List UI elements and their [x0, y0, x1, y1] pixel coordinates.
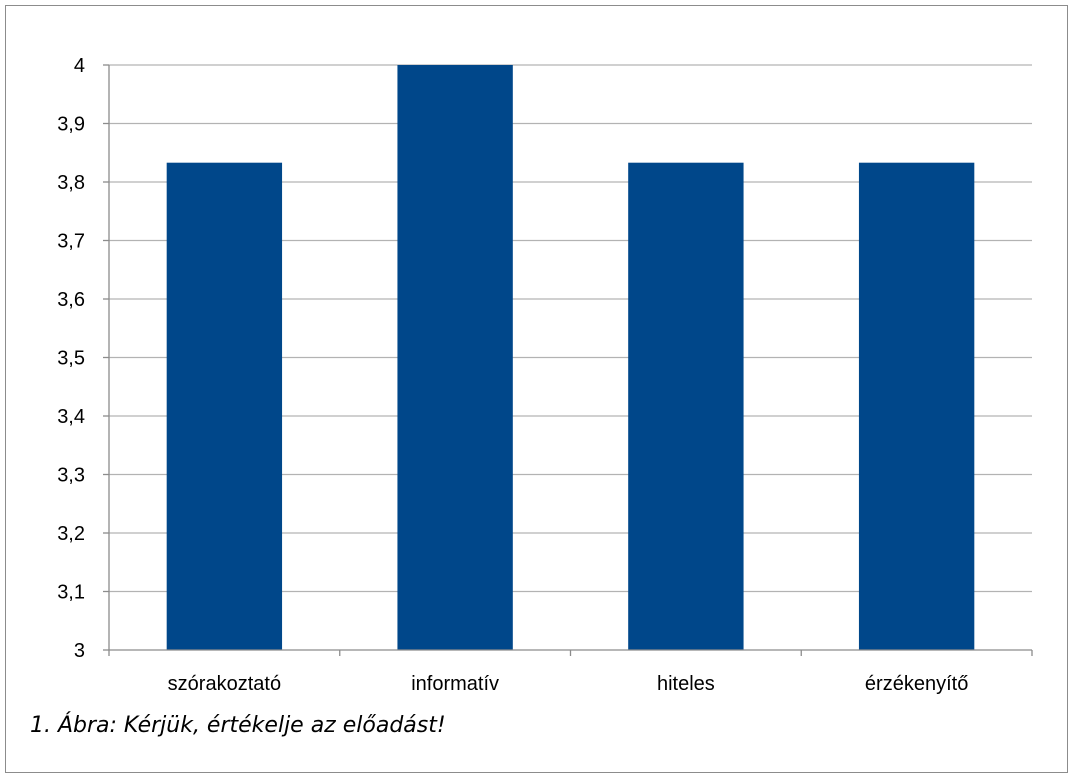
bar-3 — [628, 162, 744, 650]
y-tick-label: 3,2 — [57, 523, 85, 545]
bars — [166, 65, 975, 650]
tick-labels: 3 3,1 3,2 3,3 3,4 3,5 3,6 3,7 3,8 3,9 4 szórakoztat… — [57, 55, 968, 695]
x-category-label: informatív — [411, 673, 499, 695]
bar-1 — [166, 162, 283, 650]
x-category-label: szórakoztató — [168, 673, 281, 695]
bar-4 — [858, 162, 975, 650]
y-tick-label: 3,5 — [57, 348, 85, 370]
y-tick-label: 3,4 — [57, 406, 85, 428]
y-tick-label: 3 — [74, 640, 85, 662]
figure-caption: 1. Ábra: Kérjük, értékelje az előadást! — [30, 713, 446, 738]
bar-2 — [397, 65, 513, 650]
y-tick-label: 4 — [74, 55, 85, 77]
x-category-label: érzékenyítő — [865, 673, 968, 695]
y-tick-label: 3,6 — [57, 289, 85, 311]
y-tick-label: 3,1 — [57, 582, 85, 604]
y-tick-label: 3,7 — [57, 231, 85, 253]
y-tick-label: 3,8 — [57, 172, 85, 194]
y-tick-label: 3,3 — [57, 465, 85, 487]
x-category-label: hiteles — [657, 673, 715, 695]
y-tick-label: 3,9 — [57, 114, 85, 136]
axes — [103, 64, 1033, 656]
